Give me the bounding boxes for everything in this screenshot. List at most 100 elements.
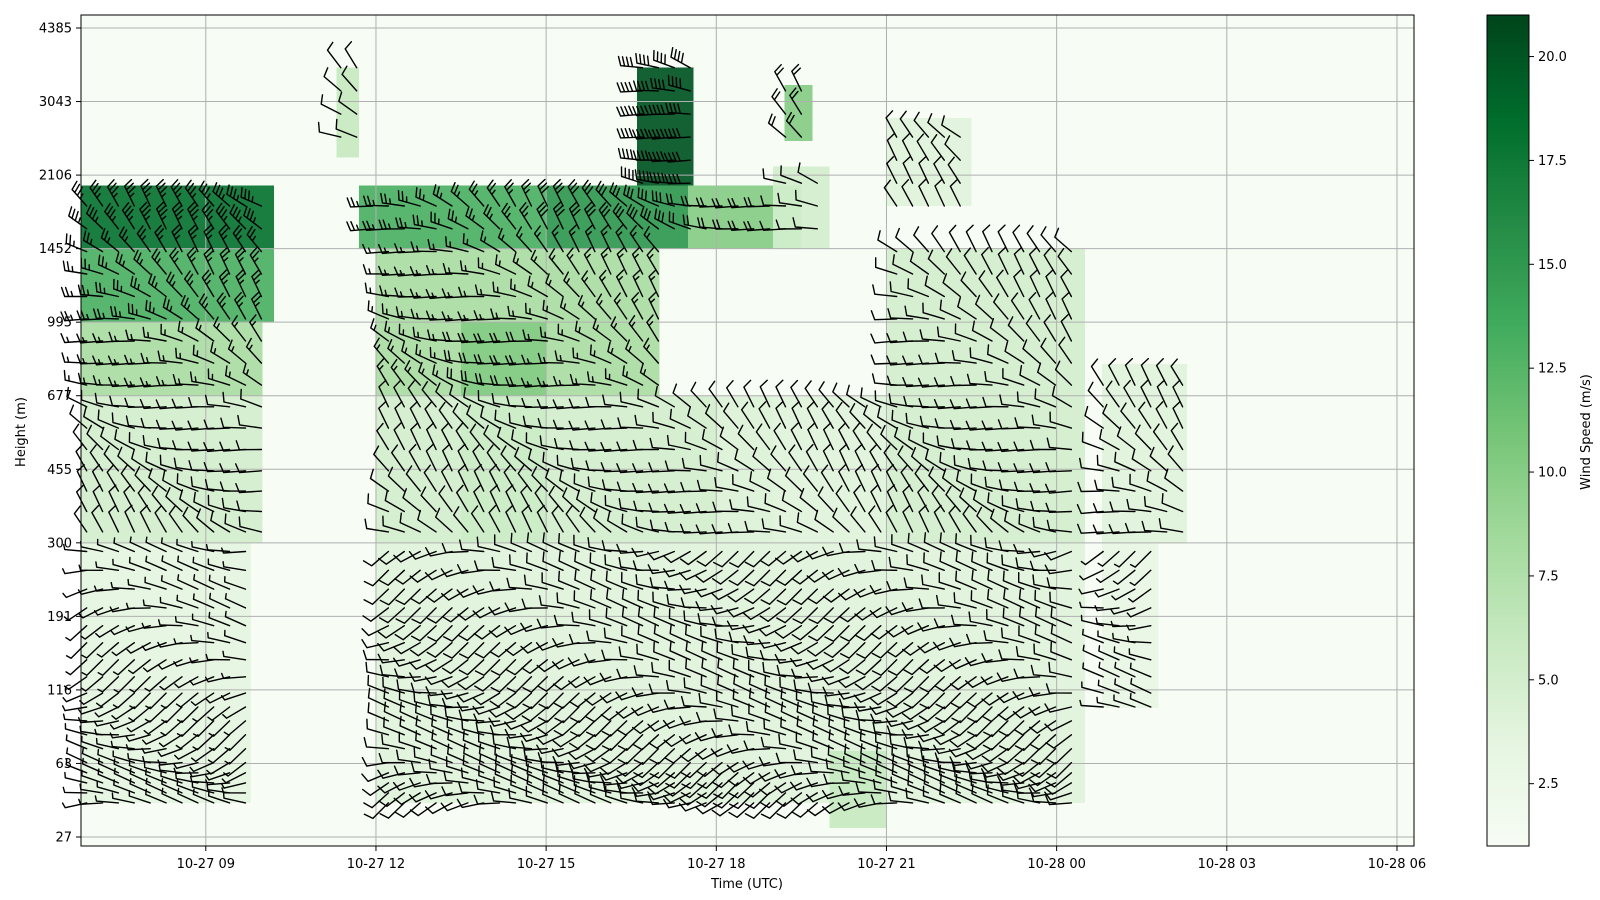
wind-barb <box>731 643 755 661</box>
wind-barb <box>680 695 707 708</box>
wind-barb <box>160 537 183 553</box>
wind-barb <box>982 734 1009 751</box>
wind-barb <box>621 571 644 590</box>
wind-barb <box>93 720 120 727</box>
wind-barb <box>616 481 644 492</box>
wind-barb <box>458 352 485 364</box>
wind-barb <box>808 761 834 774</box>
wind-barb <box>109 720 135 730</box>
wind-barb <box>338 91 358 115</box>
wind-barb <box>734 449 755 472</box>
wind-barb <box>632 439 660 451</box>
wind-barb <box>1029 439 1057 451</box>
wind-barb <box>158 619 183 627</box>
wind-barb <box>987 492 1009 513</box>
wind-barb <box>156 201 168 230</box>
wind-barb <box>63 676 88 690</box>
wind-barb <box>918 354 945 365</box>
wind-barb <box>203 419 231 430</box>
wind-barb <box>489 581 517 592</box>
wind-barb <box>631 246 644 275</box>
wind-barb <box>606 588 628 609</box>
wind-barb <box>393 379 405 408</box>
wind-barb <box>966 734 993 750</box>
wind-barb <box>672 383 691 408</box>
wind-barb <box>171 224 183 253</box>
wind-barb <box>949 756 977 767</box>
wind-barb <box>791 668 818 679</box>
wind-barb <box>924 275 945 298</box>
wind-barb <box>442 642 469 659</box>
wind-barb <box>965 224 977 253</box>
wind-barb <box>97 676 120 693</box>
wind-barb <box>378 753 405 764</box>
wind-barb <box>404 360 421 386</box>
wind-barb <box>1030 761 1057 779</box>
wind-barb <box>447 743 469 764</box>
wind-barb <box>1129 662 1152 678</box>
wind-barb <box>206 761 231 775</box>
wind-barb <box>932 641 961 651</box>
wind-barb <box>127 578 151 590</box>
wind-barb <box>622 365 644 386</box>
wind-barb <box>177 555 199 571</box>
wind-barb <box>743 221 771 232</box>
wind-barb <box>653 49 675 69</box>
wind-barb <box>623 184 644 207</box>
wind-barb <box>1044 791 1073 801</box>
wind-barb <box>408 792 437 803</box>
wind-barb <box>771 88 787 115</box>
wind-barb <box>1045 772 1073 788</box>
wind-barb <box>189 371 215 386</box>
wind-barb <box>1060 269 1073 298</box>
wind-barb <box>616 543 644 554</box>
wind-barb <box>155 178 168 207</box>
wind-barb <box>635 516 660 533</box>
wind-barb <box>456 701 485 712</box>
wind-barb <box>93 585 120 592</box>
wind-barb <box>568 764 596 775</box>
wind-barb <box>906 746 930 764</box>
wind-barb <box>559 470 580 492</box>
wind-barb <box>963 247 977 275</box>
wind-barb <box>458 782 485 794</box>
wind-barb <box>111 412 135 429</box>
wind-barb <box>669 408 691 429</box>
wind-barb <box>123 484 135 513</box>
wind-barb <box>458 659 485 676</box>
wind-barb <box>1002 368 1025 386</box>
wind-barb <box>1094 588 1120 598</box>
wind-barb <box>1129 569 1152 586</box>
wind-barb <box>151 248 167 275</box>
wind-barb <box>394 625 421 641</box>
wind-barb <box>728 724 755 736</box>
wind-barb <box>917 642 945 654</box>
wind-barb <box>424 569 453 581</box>
wind-barb <box>458 709 485 722</box>
wind-barb <box>1019 365 1041 386</box>
wind-barb <box>521 504 533 533</box>
wind-barb <box>460 767 485 784</box>
wind-barb <box>80 625 104 640</box>
wind-barb <box>136 225 151 253</box>
wind-barb <box>456 484 469 513</box>
wind-barb <box>949 178 961 207</box>
wind-barb <box>179 489 199 513</box>
wind-barb <box>1080 614 1104 627</box>
wind-barb <box>1013 783 1041 794</box>
wind-barb <box>446 367 469 386</box>
wind-barb <box>930 134 945 161</box>
wind-barb <box>210 341 231 364</box>
wind-barb <box>728 802 755 818</box>
wind-barb <box>984 476 1009 492</box>
wind-barb <box>790 422 803 451</box>
wind-barb <box>395 607 421 624</box>
wind-barb <box>616 463 644 474</box>
wind-barb <box>726 620 755 631</box>
wind-barb <box>203 246 215 275</box>
wind-barb <box>1029 560 1057 571</box>
wind-barb <box>142 599 167 609</box>
wind-barb <box>145 692 167 710</box>
wind-barb <box>1161 493 1184 513</box>
wind-barb <box>744 802 771 819</box>
